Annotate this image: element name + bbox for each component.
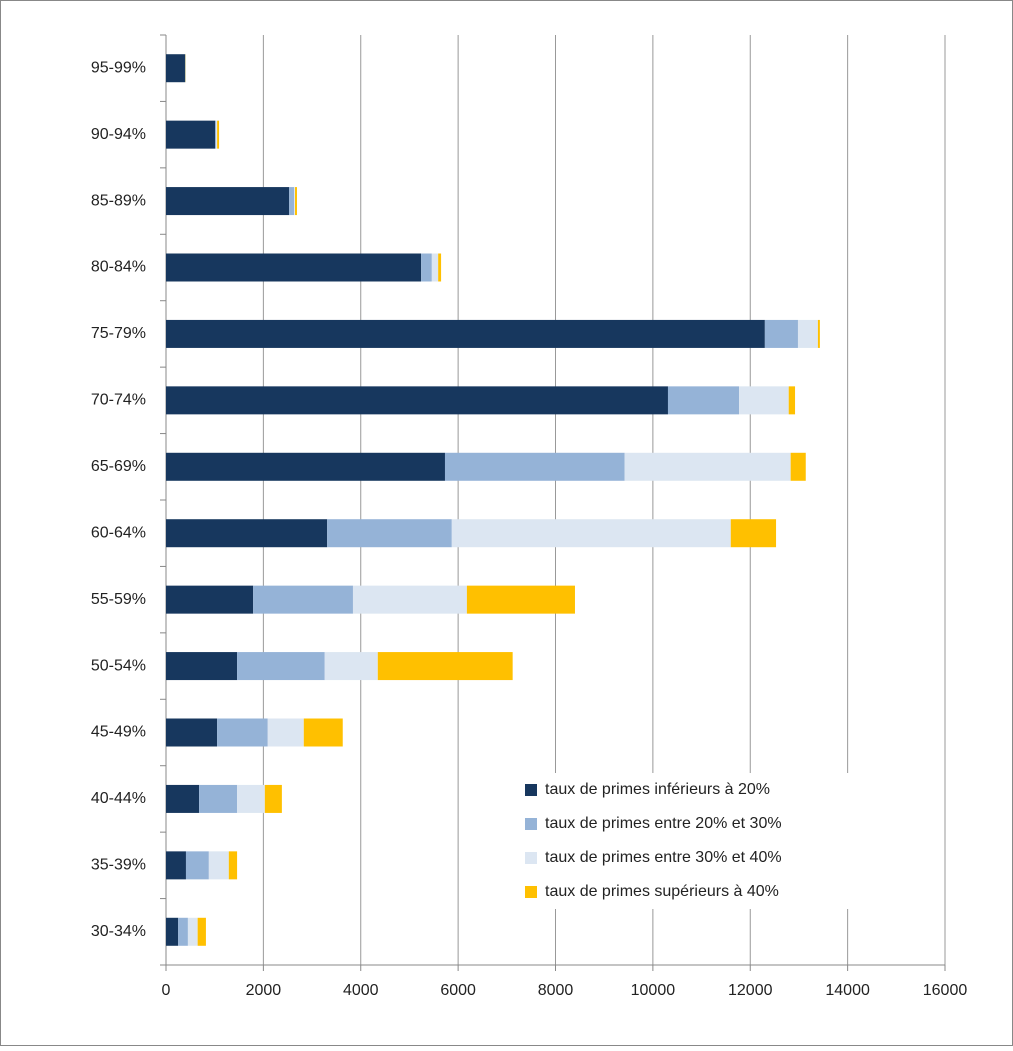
bar-segment <box>791 453 806 481</box>
bar-segment <box>798 320 818 348</box>
x-tick-label: 4000 <box>343 982 379 999</box>
bar-segment <box>215 121 216 149</box>
y-tick-label: 70-74% <box>91 392 146 409</box>
y-tick-label: 75-79% <box>91 325 146 342</box>
bar-segment <box>166 519 327 547</box>
bar-segment <box>294 187 295 215</box>
bar-segment <box>739 386 789 414</box>
bar-segment <box>209 851 229 879</box>
bar-segment <box>268 719 304 747</box>
bar-segment <box>789 386 795 414</box>
bar-segment <box>625 453 791 481</box>
bar-segment <box>178 918 188 946</box>
y-tick-label: 55-59% <box>91 591 146 608</box>
bar-segment <box>432 254 438 282</box>
x-tick-label: 8000 <box>538 982 574 999</box>
bar-segment <box>166 586 253 614</box>
bar-segment <box>237 785 265 813</box>
bar-segment <box>166 386 668 414</box>
bar-segment <box>166 851 186 879</box>
bar-segment <box>216 121 217 149</box>
bar-segment <box>166 320 765 348</box>
y-tick-label: 85-89% <box>91 192 146 209</box>
bar-segment <box>188 918 198 946</box>
y-tick-label: 95-99% <box>91 59 146 76</box>
bar-segment <box>438 254 441 282</box>
bar-segment <box>166 254 421 282</box>
legend-label: taux de primes entre 20% et 30% <box>545 815 782 832</box>
y-tick-label: 60-64% <box>91 524 146 541</box>
bar-segment <box>265 785 282 813</box>
bar-segment <box>217 121 219 149</box>
y-tick-label: 45-49% <box>91 724 146 741</box>
bar-segment <box>217 719 268 747</box>
y-tick-label: 90-94% <box>91 126 146 143</box>
legend-swatch <box>525 784 537 796</box>
y-tick-label: 80-84% <box>91 259 146 276</box>
y-tick-label: 30-34% <box>91 923 146 940</box>
x-tick-label: 2000 <box>246 982 282 999</box>
y-tick-label: 40-44% <box>91 790 146 807</box>
bar-segment <box>731 519 776 547</box>
y-tick-label: 65-69% <box>91 458 146 475</box>
legend-swatch <box>525 852 537 864</box>
legend-label: taux de primes entre 30% et 40% <box>545 849 782 866</box>
legend-label: taux de primes supérieurs à 40% <box>545 883 779 900</box>
bar-segment <box>186 851 209 879</box>
x-tick-label: 10000 <box>631 982 676 999</box>
legend-swatch <box>525 818 537 830</box>
bar-segment <box>445 453 625 481</box>
bar-segment <box>199 785 237 813</box>
bar-segment <box>421 254 432 282</box>
bar-segment <box>166 187 289 215</box>
bar-segment <box>166 719 217 747</box>
x-tick-label: 16000 <box>923 982 968 999</box>
bar-segment <box>668 386 739 414</box>
bar-segment <box>166 54 185 82</box>
bar-segment <box>325 652 378 680</box>
x-tick-label: 12000 <box>728 982 773 999</box>
bar-segment <box>353 586 467 614</box>
bar-segment <box>229 851 237 879</box>
bar-segment <box>295 187 297 215</box>
bar-segment <box>818 320 820 348</box>
bar-segment <box>253 586 353 614</box>
bar-segment <box>765 320 798 348</box>
y-tick-label: 35-39% <box>91 857 146 874</box>
x-tick-label: 6000 <box>440 982 476 999</box>
y-tick-label: 50-54% <box>91 657 146 674</box>
bar-segment <box>289 187 294 215</box>
bar-segment <box>327 519 452 547</box>
bar-segment <box>304 719 343 747</box>
bar-segment <box>166 121 215 149</box>
bar-segment <box>467 586 575 614</box>
legend-swatch <box>525 886 537 898</box>
x-tick-label: 14000 <box>825 982 870 999</box>
legend-label: taux de primes inférieurs à 20% <box>545 781 770 798</box>
bar-segment <box>166 918 178 946</box>
x-tick-label: 0 <box>162 982 171 999</box>
bar-segment <box>166 453 445 481</box>
bar-segment <box>166 785 199 813</box>
bar-segment <box>378 652 513 680</box>
bar-segment <box>452 519 731 547</box>
bar-segment <box>166 652 237 680</box>
bar-segment <box>237 652 325 680</box>
bar-segment <box>198 918 206 946</box>
